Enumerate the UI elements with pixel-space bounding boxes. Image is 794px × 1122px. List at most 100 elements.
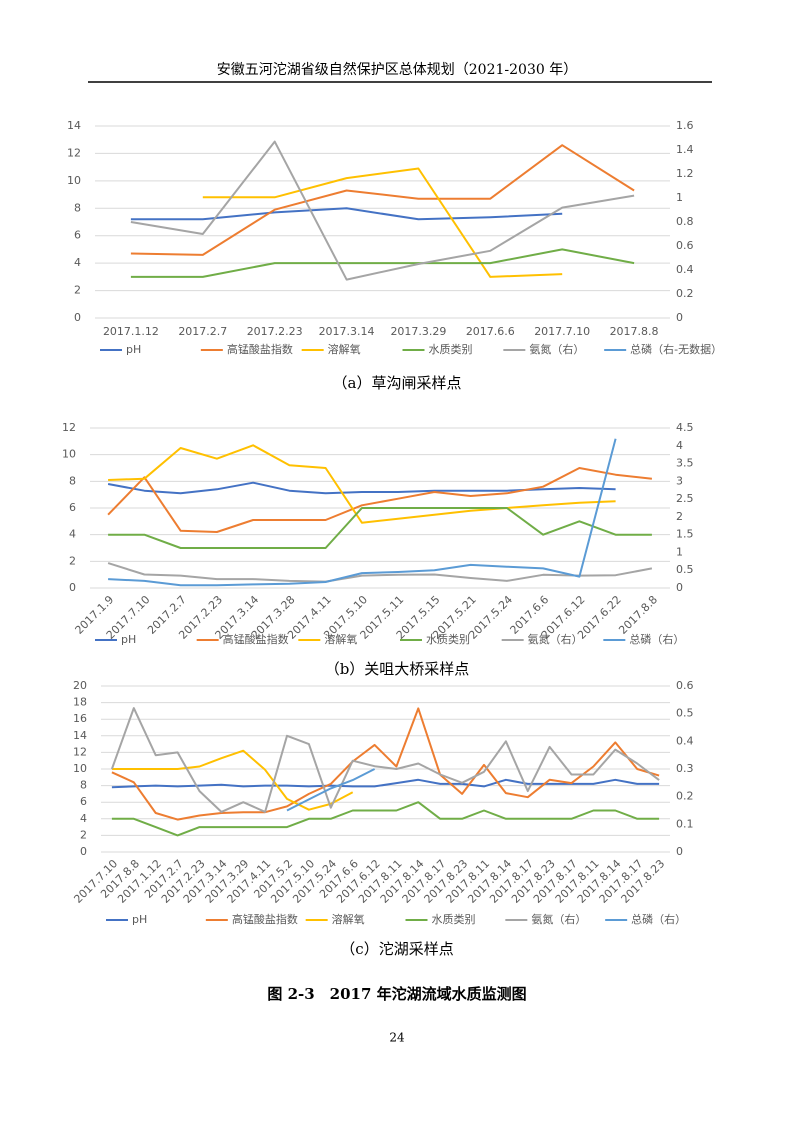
chart-caption: （c）沱湖采样点	[340, 940, 453, 958]
y2-tick-label: 0.5	[676, 563, 694, 576]
y-tick-label: 2	[80, 828, 87, 841]
x-tick-label: 2017.6.6	[466, 325, 515, 338]
legend-label: pH	[132, 913, 147, 926]
y2-tick-label: 0.2	[676, 790, 694, 803]
y-tick-label: 12	[67, 146, 81, 159]
y-tick-label: 16	[73, 712, 87, 725]
y2-tick-label: 0.8	[676, 215, 694, 228]
x-tick-label: 2017.1.12	[103, 325, 159, 338]
y-tick-label: 18	[73, 696, 87, 709]
y2-tick-label: 4	[676, 439, 683, 452]
y-tick-label: 4	[74, 256, 81, 269]
series-line	[111, 801, 660, 837]
y2-tick-label: 1.2	[676, 167, 694, 180]
y-tick-label: 12	[73, 745, 87, 758]
y2-tick-label: 3.5	[676, 457, 694, 470]
figure-title: 图 2-3 2017 年沱湖流域水质监测图	[267, 985, 526, 1003]
y2-tick-label: 0.5	[676, 707, 694, 720]
legend-label: 溶解氧	[332, 912, 365, 926]
legend-label: 总磷（右）	[631, 912, 686, 926]
y-tick-label: 10	[73, 762, 87, 775]
y-tick-label: 10	[62, 448, 76, 461]
y2-tick-label: 0	[676, 845, 683, 858]
chart-caption: （b）关咀大桥采样点	[325, 660, 470, 678]
y2-tick-label: 0	[676, 311, 683, 324]
y-tick-label: 0	[69, 581, 76, 594]
y-tick-label: 2	[74, 284, 81, 297]
x-tick-label: 2017.2.7	[178, 325, 227, 338]
series-line	[130, 207, 563, 221]
series-line	[111, 778, 660, 789]
y2-tick-label: 1.6	[676, 119, 694, 132]
x-tick-label: 2017.3.14	[319, 325, 375, 338]
legend-label: 溶解氧	[328, 342, 361, 356]
series-line	[111, 707, 660, 821]
y-tick-label: 6	[74, 229, 81, 242]
y2-tick-label: 0.4	[676, 734, 694, 747]
legend-label: 氨氮（右）	[528, 632, 583, 646]
legend-label: 水质类别	[432, 912, 476, 926]
y2-tick-label: 0.6	[676, 239, 694, 252]
y2-tick-label: 1.5	[676, 528, 694, 541]
legend-label: 氨氮（右）	[529, 342, 584, 356]
y2-tick-label: 0.6	[676, 679, 694, 692]
series-line	[111, 749, 354, 811]
legend-label: 水质类别	[426, 632, 470, 646]
series-line	[108, 507, 652, 549]
y-tick-label: 0	[74, 311, 81, 324]
y2-tick-label: 1	[676, 191, 683, 204]
x-tick-label: 2017.8.8	[616, 593, 660, 637]
x-tick-label: 2017.7.10	[534, 325, 590, 338]
series-line	[107, 467, 653, 533]
y2-tick-label: 0.3	[676, 762, 694, 775]
y-tick-label: 8	[80, 779, 87, 792]
legend-label: 总磷（右-无数据）	[630, 342, 722, 356]
chart-caption: （a）草沟闸采样点	[333, 374, 462, 392]
y-tick-label: 8	[69, 474, 76, 487]
series-line	[108, 444, 616, 524]
y2-tick-label: 0.1	[676, 817, 694, 830]
y-tick-label: 20	[73, 679, 87, 692]
y2-tick-label: 4.5	[676, 421, 694, 434]
x-tick-label: 2017.8.8	[610, 325, 659, 338]
legend-label: 高锰酸盐指数	[223, 632, 289, 646]
y-tick-label: 2	[69, 554, 76, 567]
series-line	[130, 140, 635, 281]
y-tick-label: 4	[80, 812, 87, 825]
y-tick-label: 10	[67, 174, 81, 187]
series-line	[130, 248, 635, 278]
legend-label: 高锰酸盐指数	[227, 342, 293, 356]
y-tick-label: 6	[80, 795, 87, 808]
y-tick-label: 0	[80, 845, 87, 858]
header: 安徽五河沱湖省级自然保护区总体规划（2021-2030 年）	[217, 61, 577, 78]
x-tick-label: 2017.3.29	[390, 325, 446, 338]
y2-tick-label: 0.2	[676, 287, 694, 300]
series-line	[110, 707, 660, 813]
series-line	[130, 144, 635, 256]
x-tick-label: 2017.2.23	[247, 325, 303, 338]
y-tick-label: 14	[67, 119, 81, 132]
y2-tick-label: 1	[676, 545, 683, 558]
legend-label: pH	[126, 343, 141, 356]
series-line	[108, 438, 617, 587]
y-tick-label: 12	[62, 421, 76, 434]
y-tick-label: 4	[69, 528, 76, 541]
series-line	[202, 167, 563, 278]
y-tick-label: 8	[74, 201, 81, 214]
y2-tick-label: 2	[676, 510, 683, 523]
legend-label: 溶解氧	[324, 632, 357, 646]
legend-label: 高锰酸盐指数	[232, 912, 298, 926]
series-line	[286, 768, 376, 812]
y-tick-label: 14	[73, 729, 87, 742]
y2-tick-label: 0.4	[676, 263, 694, 276]
y2-tick-label: 1.4	[676, 143, 694, 156]
legend-label: 总磷（右）	[629, 632, 684, 646]
legend-label: 水质类别	[429, 342, 473, 356]
y2-tick-label: 0	[676, 581, 683, 594]
legend-label: pH	[121, 633, 136, 646]
page-number: 24	[389, 1031, 405, 1045]
y-tick-label: 6	[69, 501, 76, 514]
legend-label: 氨氮（右）	[531, 912, 586, 926]
